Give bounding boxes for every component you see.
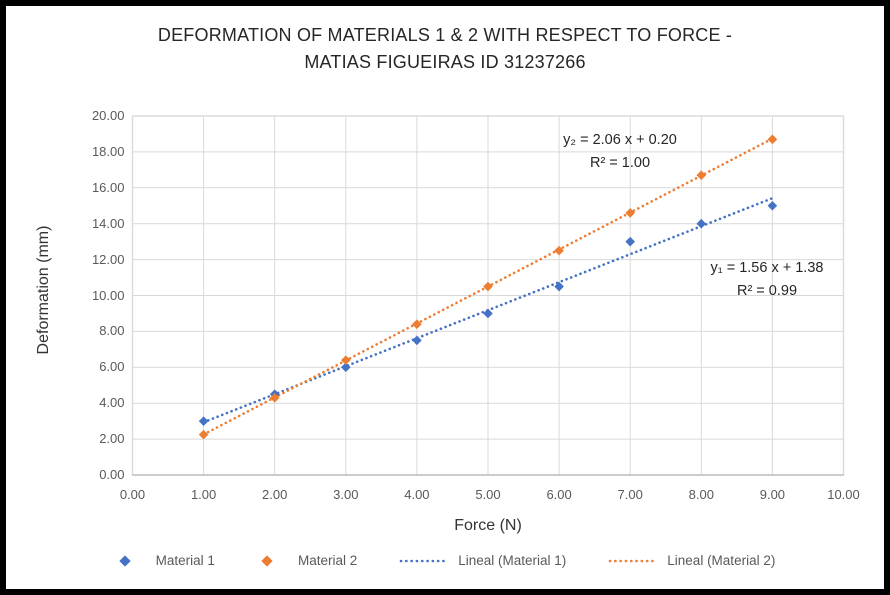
chart-title-line1: DEFORMATION OF MATERIALS 1 & 2 WITH RESP… xyxy=(157,25,733,45)
data-point-material-1 xyxy=(483,308,493,319)
chart-title-line2: MATIAS FIGUEIRAS ID 31237266 xyxy=(304,52,586,72)
y-tick-label: 2.00 xyxy=(99,431,125,447)
legend-item-lineal-material1: Lineal (Material 1) xyxy=(399,553,566,568)
data-point-material-1 xyxy=(767,200,778,211)
x-tick-label: 5.00 xyxy=(475,487,501,502)
y-tick-label: 16.00 xyxy=(91,179,125,195)
data-point-material-2 xyxy=(483,281,493,292)
plot-area xyxy=(131,115,845,476)
data-point-material-2 xyxy=(554,245,564,256)
legend-item-lineal-material2: Lineal (Material 2) xyxy=(608,553,775,568)
trendline1-r-squared: R² = 0.99 xyxy=(736,283,798,299)
legend-label-material2: Material 2 xyxy=(297,553,358,568)
data-point-material-2 xyxy=(269,393,280,403)
data-point-material-1 xyxy=(198,416,209,426)
x-tick-label: 2.00 xyxy=(262,487,288,502)
legend-label-lineal-material2: Lineal (Material 2) xyxy=(667,553,776,568)
dotted-line-icon-blue xyxy=(399,559,449,562)
y-tick-label: 6.00 xyxy=(99,359,125,375)
data-point-material-1 xyxy=(625,236,635,247)
legend-label-material1: Material 1 xyxy=(155,553,215,568)
data-point-material-1 xyxy=(412,335,422,346)
data-point-material-2 xyxy=(696,170,707,181)
trendline1-equation: y₁ = 1.56 x + 1.38 xyxy=(710,260,824,276)
data-point-material-1 xyxy=(696,218,707,229)
data-point-material-2 xyxy=(625,208,635,218)
data-point-material-2 xyxy=(341,355,351,365)
y-tick-label: 14.00 xyxy=(91,215,125,231)
trendline2-equation: y₂ = 2.06 x + 0.20 xyxy=(563,132,677,148)
x-tick-label: 6.00 xyxy=(546,487,572,502)
chart-title: DEFORMATION OF MATERIALS 1 & 2 WITH RESP… xyxy=(6,22,884,76)
data-point-material-1 xyxy=(341,362,351,373)
y-tick-label: 12.00 xyxy=(91,251,125,267)
material1-diamond-icon xyxy=(119,554,131,567)
x-tick-label: 9.00 xyxy=(759,487,786,502)
data-point-material-2 xyxy=(412,319,422,330)
legend: Material 1 Material 2 Lineal (Material 1… xyxy=(6,553,884,568)
x-axis-title: Force (N) xyxy=(454,517,522,534)
legend-item-material1: Material 1 xyxy=(115,553,215,568)
y-tick-label: 10.00 xyxy=(91,287,125,303)
x-tick-label: 7.00 xyxy=(617,487,643,502)
trendline2-r-squared: R² = 1.00 xyxy=(589,155,651,171)
y-tick-label: 18.00 xyxy=(91,143,125,159)
x-tick-label: 0.00 xyxy=(119,487,146,502)
data-point-material-2 xyxy=(198,429,209,440)
x-tick-label: 10.00 xyxy=(827,487,860,502)
y-tick-label: 20.00 xyxy=(91,108,125,123)
x-tick-label: 3.00 xyxy=(333,487,359,502)
data-point-material-2 xyxy=(767,134,778,145)
x-tick-label: 4.00 xyxy=(404,487,430,502)
x-tick-label: 8.00 xyxy=(688,487,714,502)
x-tick-label: 1.00 xyxy=(190,487,217,502)
data-point-material-1 xyxy=(554,281,564,292)
material2-diamond-icon xyxy=(261,554,273,567)
trendline1-annotation: y₁ = 1.56 x + 1.38 R² = 0.99 xyxy=(667,257,867,303)
legend-item-material2: Material 2 xyxy=(257,553,357,568)
y-tick-label: 0.00 xyxy=(99,467,125,482)
y-tick-label: 4.00 xyxy=(99,395,125,411)
trendline2-annotation: y₂ = 2.06 x + 0.20 R² = 1.00 xyxy=(520,129,720,175)
y-tick-label: 8.00 xyxy=(99,323,125,339)
y-axis-title: Deformation (mm) xyxy=(35,225,52,355)
legend-label-lineal-material1: Lineal (Material 1) xyxy=(458,553,567,568)
dotted-line-icon-orange xyxy=(608,559,658,562)
